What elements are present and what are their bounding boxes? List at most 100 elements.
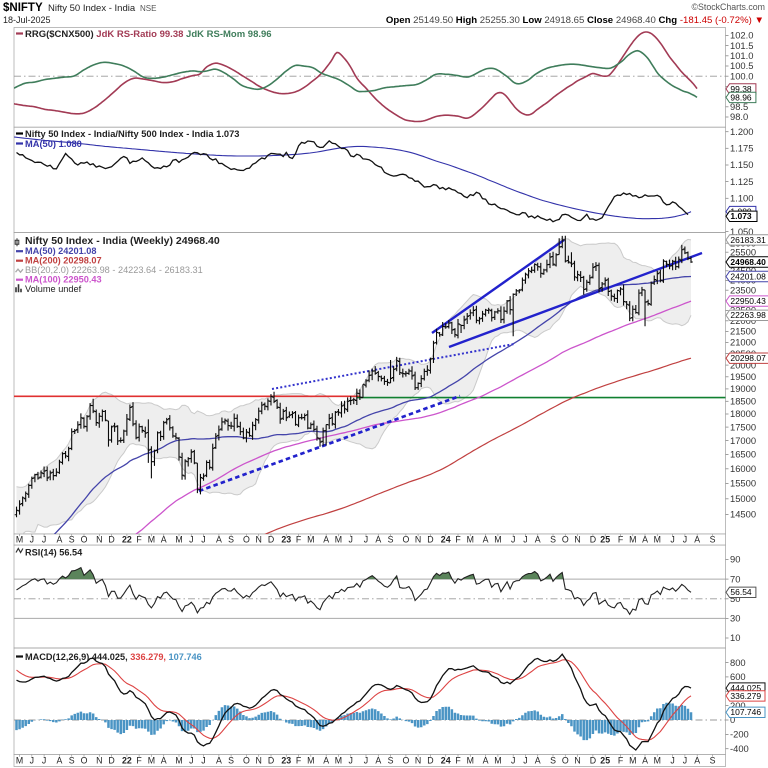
svg-text:21500: 21500 xyxy=(730,326,756,337)
svg-text:M: M xyxy=(148,535,155,545)
svg-text:A: A xyxy=(642,535,648,545)
svg-text:A: A xyxy=(56,756,62,766)
svg-text:17000: 17000 xyxy=(730,435,756,446)
svg-text:RSI(14) 56.54: RSI(14) 56.54 xyxy=(25,547,83,557)
svg-text:J: J xyxy=(683,756,687,766)
svg-text:A: A xyxy=(323,535,329,545)
svg-text:S: S xyxy=(69,535,75,545)
svg-text:336.279: 336.279 xyxy=(730,691,761,701)
svg-text:25: 25 xyxy=(600,756,610,766)
svg-text:1.125: 1.125 xyxy=(730,176,753,187)
svg-text:A: A xyxy=(161,756,167,766)
svg-text:18-Jul-2025: 18-Jul-2025 xyxy=(3,15,51,25)
svg-text:J: J xyxy=(670,535,674,545)
svg-text:23: 23 xyxy=(281,756,291,766)
svg-text:F: F xyxy=(455,535,461,545)
svg-text:20000: 20000 xyxy=(730,359,756,370)
svg-text:F: F xyxy=(455,756,461,766)
svg-text:444.025: 444.025 xyxy=(730,683,761,693)
svg-text:56.54: 56.54 xyxy=(730,587,752,597)
svg-text:A: A xyxy=(56,535,62,545)
svg-text:J: J xyxy=(683,535,687,545)
svg-text:D: D xyxy=(427,535,433,545)
svg-text:N: N xyxy=(96,756,102,766)
svg-text:D: D xyxy=(108,535,114,545)
svg-text:A: A xyxy=(375,535,381,545)
svg-text:J: J xyxy=(364,535,368,545)
svg-text:15500: 15500 xyxy=(730,478,756,489)
svg-text:MACD(12,26,9) 444.025, 336.279: MACD(12,26,9) 444.025, 336.279, 107.746 xyxy=(25,652,202,662)
svg-text:N: N xyxy=(574,756,580,766)
svg-text:A: A xyxy=(216,535,222,545)
svg-text:18500: 18500 xyxy=(730,396,756,407)
svg-text:102.0: 102.0 xyxy=(730,30,753,41)
svg-text:F: F xyxy=(618,535,624,545)
svg-text:A: A xyxy=(535,756,541,766)
svg-text:M: M xyxy=(16,756,23,766)
svg-text:600: 600 xyxy=(730,671,746,682)
svg-text:M: M xyxy=(148,756,155,766)
svg-text:M: M xyxy=(467,756,474,766)
svg-text:98.0: 98.0 xyxy=(730,111,748,122)
svg-text:O: O xyxy=(562,756,569,766)
svg-text:N: N xyxy=(96,535,102,545)
svg-text:©StockCharts.com: ©StockCharts.com xyxy=(692,2,765,12)
svg-text:M: M xyxy=(307,756,314,766)
svg-text:N: N xyxy=(574,535,580,545)
svg-text:MA(100) 22950.43: MA(100) 22950.43 xyxy=(25,275,102,285)
svg-text:D: D xyxy=(590,756,596,766)
svg-text:O: O xyxy=(402,756,409,766)
svg-text:M: M xyxy=(175,535,182,545)
svg-text:22: 22 xyxy=(122,756,132,766)
svg-text:MA(50) 1.080: MA(50) 1.080 xyxy=(25,139,82,149)
svg-text:BB(20,2.0) 22263.98 - 24223.64: BB(20,2.0) 22263.98 - 24223.64 - 26183.3… xyxy=(25,265,203,275)
svg-text:90: 90 xyxy=(730,554,740,565)
svg-text:Volume undef: Volume undef xyxy=(25,284,82,294)
svg-text:16000: 16000 xyxy=(730,463,756,474)
svg-text:J: J xyxy=(348,756,352,766)
svg-text:50: 50 xyxy=(730,593,740,604)
svg-text:A: A xyxy=(216,756,222,766)
svg-text:101.0: 101.0 xyxy=(730,50,753,61)
svg-text:MA(50) 24201.08: MA(50) 24201.08 xyxy=(25,246,97,256)
svg-text:S: S xyxy=(228,535,234,545)
svg-text:17500: 17500 xyxy=(730,421,756,432)
svg-text:S: S xyxy=(228,756,234,766)
svg-text:20298.07: 20298.07 xyxy=(730,353,766,363)
svg-text:A: A xyxy=(535,535,541,545)
svg-text:N: N xyxy=(256,756,262,766)
svg-text:A: A xyxy=(375,756,381,766)
svg-text:D: D xyxy=(268,535,274,545)
svg-text:D: D xyxy=(108,756,114,766)
svg-text:J: J xyxy=(30,535,34,545)
svg-text:15000: 15000 xyxy=(730,493,756,504)
svg-text:F: F xyxy=(136,756,142,766)
svg-text:M: M xyxy=(654,756,661,766)
svg-text:S: S xyxy=(388,535,394,545)
svg-text:M: M xyxy=(494,535,501,545)
svg-text:S: S xyxy=(388,756,394,766)
svg-text:M: M xyxy=(654,535,661,545)
svg-text:19500: 19500 xyxy=(730,371,756,382)
svg-text:Nifty 50 Index - India: Nifty 50 Index - India xyxy=(48,3,136,14)
svg-text:24968.40: 24968.40 xyxy=(730,257,766,267)
svg-text:100.5: 100.5 xyxy=(730,60,753,71)
svg-text:O: O xyxy=(243,756,250,766)
svg-text:S: S xyxy=(550,756,556,766)
svg-text:1.100: 1.100 xyxy=(730,193,753,204)
svg-text:J: J xyxy=(201,756,205,766)
svg-text:A: A xyxy=(483,535,489,545)
svg-text:98.5: 98.5 xyxy=(730,101,748,112)
svg-text:D: D xyxy=(427,756,433,766)
svg-text:0: 0 xyxy=(730,714,735,725)
svg-text:24: 24 xyxy=(441,535,451,545)
svg-text:$NIFTY: $NIFTY xyxy=(3,2,43,14)
svg-text:F: F xyxy=(136,535,142,545)
svg-text:MA(200) 20298.07: MA(200) 20298.07 xyxy=(25,256,102,266)
svg-text:800: 800 xyxy=(730,657,746,668)
svg-text:D: D xyxy=(590,535,596,545)
svg-text:J: J xyxy=(189,535,193,545)
svg-text:200: 200 xyxy=(730,700,746,711)
svg-text:A: A xyxy=(323,756,329,766)
svg-text:J: J xyxy=(42,535,46,545)
